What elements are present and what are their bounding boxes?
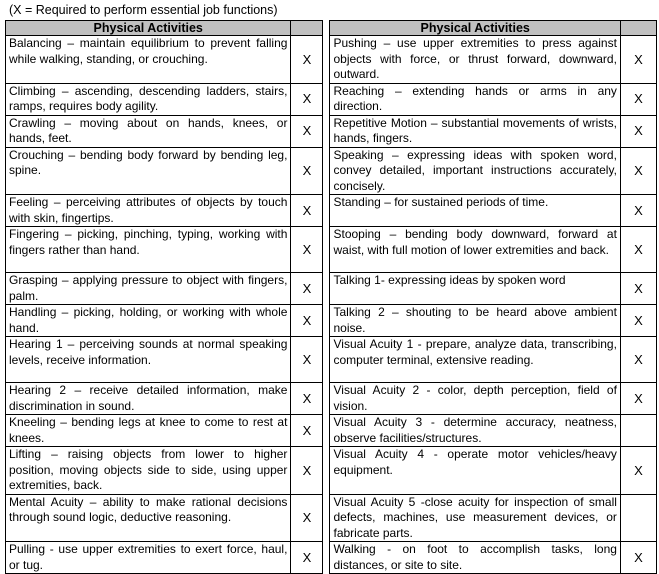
activity-left: Crawling – moving about on hands, knees,… (4, 114, 292, 148)
required-mark-left: X (290, 82, 324, 116)
required-mark-right (619, 414, 658, 447)
required-mark-right: X (619, 272, 658, 305)
required-mark-left: X (290, 304, 324, 337)
table-row: Fingering – picking, pinching, typing, w… (4, 226, 658, 273)
table-row: Hearing 2 – receive detailed information… (4, 382, 658, 415)
activity-right: Talking 1- expressing ideas by spoken wo… (329, 272, 621, 305)
activity-right: Standing – for sustained periods of time… (329, 194, 621, 227)
column-divider (322, 414, 331, 447)
activity-right: Repetitive Motion – substantial movement… (329, 114, 621, 148)
required-mark-left: X (290, 446, 324, 495)
activity-left: Climbing – ascending, descending ladders… (4, 82, 292, 116)
required-mark-right: X (619, 35, 658, 84)
header-row: Physical Activities Physical Activities (4, 20, 658, 36)
column-divider (322, 446, 331, 494)
required-mark-left: X (290, 414, 324, 447)
required-mark-left: X (290, 194, 324, 227)
right-x-header (619, 20, 658, 36)
activity-left: Hearing 2 – receive detailed information… (4, 382, 292, 415)
column-divider (322, 194, 331, 227)
table-row: Pulling - use upper extremities to exert… (4, 541, 658, 574)
activity-right: Visual Acuity 4 - operate motor vehicles… (329, 446, 621, 495)
activity-right: Stooping – bending body downward, forwar… (329, 226, 621, 273)
required-mark-left: X (290, 336, 324, 383)
column-divider (322, 382, 331, 415)
required-mark-left: X (290, 541, 324, 574)
table-row: Crouching – bending body forward by bend… (4, 146, 658, 195)
activity-right: Walking - on foot to accomplish tasks, l… (329, 541, 621, 574)
table-row: Mental Acuity – ability to make rational… (4, 493, 658, 542)
required-mark-right: X (619, 146, 658, 195)
required-mark-right: X (619, 114, 658, 148)
activity-left: Hearing 1 – perceiving sounds at normal … (4, 336, 292, 383)
left-header: Physical Activities (4, 20, 292, 36)
column-divider (322, 272, 331, 305)
required-mark-right: X (619, 336, 658, 383)
activity-right: Visual Acuity 3 - determine accuracy, ne… (329, 414, 621, 447)
activity-left: Crouching – bending body forward by bend… (4, 146, 292, 195)
activity-left: Fingering – picking, pinching, typing, w… (4, 226, 292, 273)
activity-right: Visual Acuity 2 - color, depth perceptio… (329, 382, 621, 415)
table-row: Handling – picking, holding, or working … (4, 304, 658, 337)
activity-left: Mental Acuity – ability to make rational… (4, 493, 292, 542)
legend-note: (X = Required to perform essential job f… (9, 3, 278, 17)
column-divider (322, 336, 331, 383)
column-divider (322, 35, 331, 83)
activity-left: Pulling - use upper extremities to exert… (4, 541, 292, 574)
table-row: Lifting – raising objects from lower to … (4, 446, 658, 495)
table-row: Hearing 1 – perceiving sounds at normal … (4, 336, 658, 383)
required-mark-right: X (619, 194, 658, 227)
column-divider (322, 541, 331, 574)
column-divider (322, 226, 331, 273)
required-mark-right: X (619, 226, 658, 273)
required-mark-right: X (619, 541, 658, 574)
required-mark-right: X (619, 382, 658, 415)
column-divider (322, 115, 331, 147)
activity-right: Talking 2 – shouting to be heard above a… (329, 304, 621, 337)
column-divider (322, 147, 331, 195)
table-row: Grasping – applying pressure to object w… (4, 272, 658, 305)
required-mark-left: X (290, 114, 324, 148)
activity-left: Grasping – applying pressure to object w… (4, 272, 292, 305)
required-mark-right: X (619, 82, 658, 116)
required-mark-right: X (619, 304, 658, 337)
column-divider (322, 304, 331, 337)
column-divider (322, 494, 331, 542)
left-x-header (290, 20, 324, 36)
activity-left: Balancing – maintain equilibrium to prev… (4, 35, 292, 84)
column-divider (322, 83, 331, 115)
activity-left: Kneeling – bending legs at knee to come … (4, 414, 292, 447)
required-mark-left: X (290, 493, 324, 542)
required-mark-left: X (290, 35, 324, 84)
activity-right: Pushing – use upper extremities to press… (329, 35, 621, 84)
required-mark-right: X (619, 446, 658, 495)
activity-right: Reaching – extending hands or arms in an… (329, 82, 621, 116)
column-divider (322, 20, 331, 36)
physical-activities-table: Physical Activities Physical Activities … (4, 20, 658, 574)
activity-left: Handling – picking, holding, or working … (4, 304, 292, 337)
table-row: Crawling – moving about on hands, knees,… (4, 114, 658, 148)
required-mark-left: X (290, 272, 324, 305)
table-row: Climbing – ascending, descending ladders… (4, 82, 658, 116)
required-mark-left: X (290, 382, 324, 415)
table-row: Kneeling – bending legs at knee to come … (4, 414, 658, 447)
activity-right: Speaking – expressing ideas with spoken … (329, 146, 621, 195)
required-mark-left: X (290, 146, 324, 195)
right-header: Physical Activities (329, 20, 621, 36)
table-row: Balancing – maintain equilibrium to prev… (4, 35, 658, 84)
table-row: Feeling – perceiving attributes of objec… (4, 194, 658, 227)
required-mark-left: X (290, 226, 324, 273)
required-mark-right (619, 493, 658, 542)
activity-left: Feeling – perceiving attributes of objec… (4, 194, 292, 227)
activity-left: Lifting – raising objects from lower to … (4, 446, 292, 495)
activity-right: Visual Acuity 1 - prepare, analyze data,… (329, 336, 621, 383)
activity-right: Visual Acuity 5 -close acuity for inspec… (329, 493, 621, 542)
